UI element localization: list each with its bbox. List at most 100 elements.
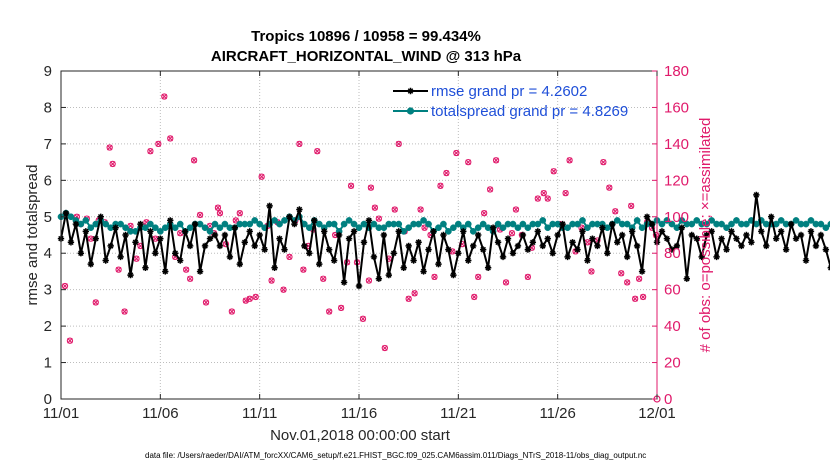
obs-possible-marker — [475, 273, 482, 281]
y-tick-label: 5 — [44, 209, 52, 226]
obs-assimilated-marker — [405, 295, 412, 302]
y-tick-label: 0 — [44, 391, 52, 408]
obs-possible-marker — [121, 308, 128, 315]
y-right-tick-label: 160 — [664, 99, 689, 116]
obs-count-point — [639, 293, 647, 301]
rmse-point — [152, 250, 159, 257]
rmse-point — [445, 246, 452, 253]
rmse-point — [425, 246, 432, 253]
obs-count-point — [631, 295, 639, 302]
rmse-point — [455, 250, 462, 257]
obs-count-point — [216, 209, 224, 217]
obs-possible-marker — [228, 308, 236, 315]
obs-count-point — [280, 286, 287, 293]
rmse-point — [777, 228, 785, 235]
obs-count-point — [167, 135, 174, 142]
obs-possible-marker — [540, 189, 547, 197]
rmse-point — [410, 257, 417, 264]
obs-possible-marker — [66, 337, 74, 344]
rmse-point — [276, 235, 283, 242]
obs-count-point — [347, 182, 355, 189]
rmse-point — [142, 264, 149, 271]
rmse-point — [787, 220, 795, 228]
obs-possible-marker — [167, 135, 174, 142]
rmse-point — [475, 231, 482, 239]
x-axis-label: Nov.01,2018 00:00:00 start — [270, 427, 451, 444]
obs-assimilated-marker — [115, 266, 122, 273]
obs-count-point — [453, 149, 460, 157]
obs-possible-marker — [508, 230, 516, 237]
rmse-point — [713, 253, 720, 261]
totalspread-point — [708, 217, 715, 224]
rmse-point — [817, 231, 825, 239]
totalspread-point — [445, 228, 452, 235]
obs-possible-marker — [411, 290, 418, 297]
obs-assimilated-marker — [584, 239, 591, 246]
obs-assimilated-marker — [503, 279, 509, 286]
obs-assimilated-marker — [88, 235, 94, 242]
obs-count-point — [367, 184, 375, 191]
totalspread-point — [668, 220, 676, 228]
totalspread-point — [216, 224, 224, 232]
rmse-point — [167, 217, 174, 224]
x-tick-label: 11/16 — [341, 405, 377, 422]
rmse-point — [718, 235, 725, 242]
obs-possible-marker — [421, 224, 428, 231]
obs-count-point — [314, 148, 321, 155]
obs-assimilated-marker — [62, 283, 68, 289]
obs-count-point — [562, 189, 569, 197]
rmse-point — [266, 202, 273, 210]
obs-count-point — [471, 293, 478, 301]
y-right-tick-label: 60 — [664, 282, 681, 299]
rmse-point — [400, 264, 407, 271]
obs-count-point — [258, 173, 265, 180]
obs-assimilated-marker — [258, 173, 265, 180]
obs-assimilated-marker — [368, 184, 374, 191]
rmse-point — [643, 213, 651, 220]
totalspread-point — [206, 228, 214, 235]
rmse-point — [296, 206, 303, 213]
totalspread-point — [524, 224, 532, 232]
y-right-tick-label: 140 — [664, 136, 689, 153]
totalspread-point — [440, 220, 447, 228]
totalspread-point — [420, 217, 427, 224]
obs-possible-marker — [236, 209, 243, 217]
rmse-point — [122, 231, 129, 239]
obs-assimilated-marker — [237, 210, 243, 216]
obs-possible-marker — [155, 140, 162, 148]
obs-assimilated-marker — [121, 308, 128, 315]
obs-count-point — [512, 206, 520, 213]
obs-count-point — [540, 189, 547, 197]
totalspread-point — [464, 220, 472, 228]
rmse-point — [82, 228, 90, 235]
obs-count-point — [624, 279, 631, 286]
y-right-tick-label: 0 — [664, 391, 672, 408]
obs-possible-marker — [314, 148, 321, 155]
totalspread-point — [633, 217, 641, 224]
rmse-point — [807, 228, 815, 235]
obs-possible-marker — [628, 202, 635, 209]
totalspread-point — [792, 217, 800, 224]
obs-count-point — [534, 195, 541, 202]
rmse-point — [688, 231, 695, 239]
obs-assimilated-marker — [67, 337, 73, 344]
obs-possible-marker — [196, 211, 204, 219]
obs-possible-marker — [375, 215, 383, 222]
totalspread-point — [256, 220, 264, 228]
rmse-point — [609, 220, 616, 228]
rmse-point — [311, 217, 318, 224]
totalspread-point — [340, 220, 348, 228]
obs-count-point — [326, 308, 333, 315]
rmse-point — [380, 231, 388, 239]
y-right-tick-label: 100 — [664, 209, 689, 226]
obs-assimilated-marker — [268, 277, 275, 284]
totalspread-point — [281, 217, 288, 224]
obs-count-point — [405, 295, 412, 302]
rmse-point — [748, 239, 755, 246]
obs-assimilated-marker — [540, 190, 547, 196]
y-axis-right-label: # of obs: o=possible; ×=assimilated — [697, 118, 714, 353]
obs-count-point — [190, 157, 198, 164]
y-axis-label: rmse and totalspread — [24, 165, 41, 306]
rmse-point — [574, 246, 581, 253]
obs-assimilated-marker — [624, 279, 630, 286]
